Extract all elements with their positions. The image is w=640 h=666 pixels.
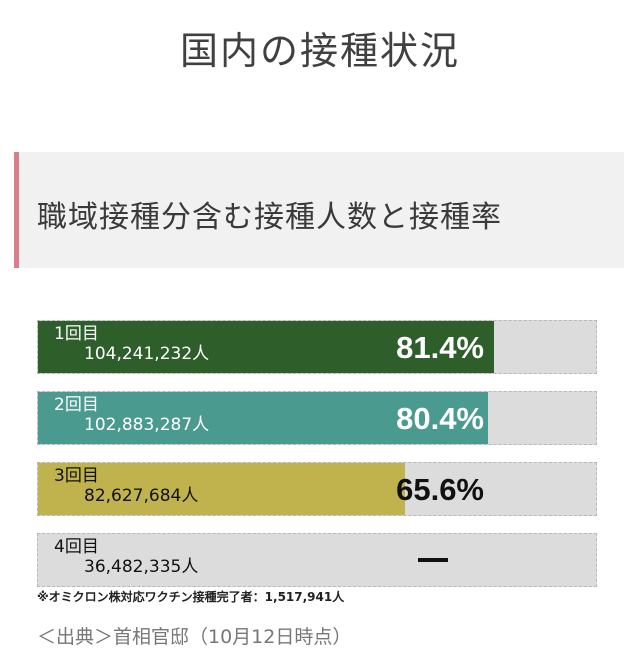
bar-label-2: 2回目 102,883,287人 <box>54 395 210 435</box>
dose-percent-3: 65.6% <box>396 472 484 507</box>
page-title: 国内の接種状況 <box>179 29 460 73</box>
bar-label-1: 1回目 104,241,232人 <box>54 324 210 364</box>
bar-fill-1 <box>38 321 494 373</box>
bar-label-3: 3回目 82,627,684人 <box>54 466 199 506</box>
bar-fill-3 <box>38 463 405 515</box>
bar-track-1: 1回目 104,241,232人 81.4% <box>37 320 597 374</box>
bar-track-3: 3回目 82,627,684人 65.6% <box>37 462 597 516</box>
dose-percent-1: 81.4% <box>396 330 484 365</box>
bar-fill-2 <box>38 392 488 444</box>
dose-label-4: 4回目 <box>54 537 99 557</box>
dose-label-2: 2回目 <box>54 395 99 415</box>
bar-label-4: 4回目 36,482,335人 <box>54 537 199 577</box>
source-credit: ＜出典＞首相官邸（10月12日時点） <box>37 626 352 648</box>
dose-count-3: 82,627,684人 <box>84 485 199 506</box>
bar-track-4: 4回目 36,482,335人 <box>37 533 597 587</box>
dose-count-4: 36,482,335人 <box>84 556 199 577</box>
dose-percent-2: 80.4% <box>396 401 484 436</box>
omicron-note: ※オミクロン株対応ワクチン接種完了者：1,517,941人 <box>37 590 345 604</box>
vaccination-bar-chart: 1回目 104,241,232人 81.4% 2回目 102,883,287人 … <box>37 320 597 604</box>
section-heading: 職域接種分含む接種人数と接種率 <box>14 152 624 268</box>
bar-track-2: 2回目 102,883,287人 80.4% <box>37 391 597 445</box>
dose-count-2: 102,883,287人 <box>84 414 210 435</box>
dose-label-3: 3回目 <box>54 466 99 486</box>
no-percent-dash <box>418 558 448 562</box>
dose-label-1: 1回目 <box>54 324 99 344</box>
section-heading-text: 職域接種分含む接種人数と接種率 <box>37 200 502 235</box>
dose-count-1: 104,241,232人 <box>84 343 210 364</box>
